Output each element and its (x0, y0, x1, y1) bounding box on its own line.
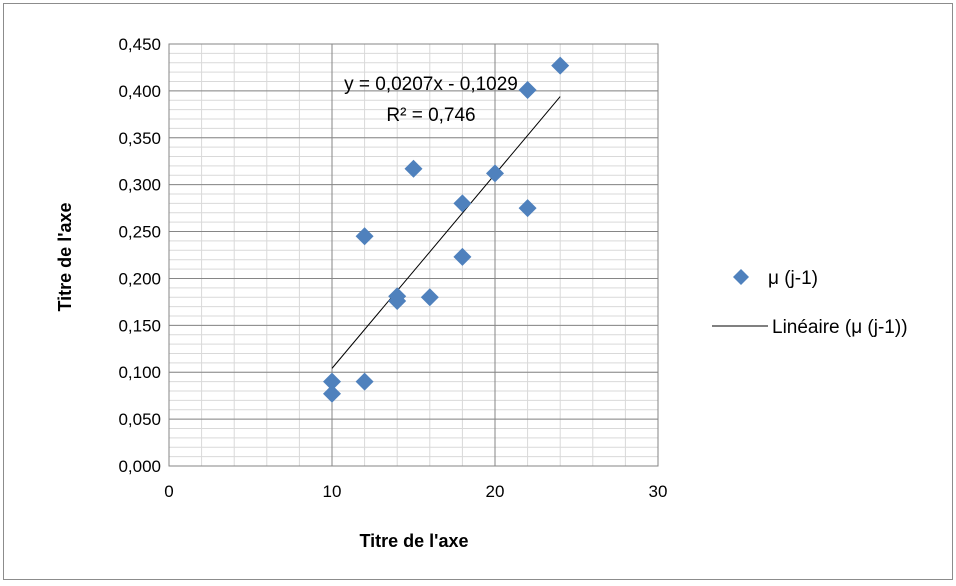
y-axis-title: Titre de l'axe (55, 202, 75, 311)
x-axis-tick-labels: 0 10 20 30 (164, 482, 667, 501)
y-tick-label: 0,300 (118, 176, 161, 195)
y-tick-label: 0,350 (118, 129, 161, 148)
trendline-equation: y = 0,0207x - 0,1029 (344, 74, 518, 95)
data-point (551, 56, 570, 75)
y-tick-label: 0,400 (118, 82, 161, 101)
y-tick-label: 0,100 (118, 363, 161, 382)
trendline-r-squared: R² = 0,746 (386, 105, 475, 126)
data-point (518, 80, 537, 99)
x-tick-label: 20 (486, 482, 505, 501)
y-tick-label: 0,450 (118, 35, 161, 54)
y-tick-label: 0,050 (118, 410, 161, 429)
legend-diamond-marker (733, 269, 749, 285)
data-point (355, 372, 374, 391)
linear-trendline (331, 96, 561, 369)
data-point (420, 288, 439, 307)
data-point (453, 194, 472, 213)
x-tick-label: 10 (323, 482, 342, 501)
data-point (388, 291, 407, 310)
y-axis-tick-labels: 0,000 0,050 0,100 0,150 0,200 0,250 0,300 0,350… (118, 35, 161, 476)
plot-area-border (168, 43, 659, 467)
y-tick-label: 0,150 (118, 316, 161, 335)
data-point (323, 372, 341, 391)
y-tick-label: 0,200 (118, 269, 161, 288)
data-point (453, 247, 472, 266)
legend-trendline-label: Linéaire (μ (j-1)) (772, 317, 908, 338)
legend-series-label: μ (j-1) (768, 268, 818, 289)
data-point (404, 159, 423, 178)
chart-area: 0,000 0,050 0,100 0,150 0,200 0,250 0,300 0,350… (3, 3, 953, 580)
data-point (486, 164, 504, 183)
x-tick-label: 30 (649, 482, 668, 501)
y-tick-label: 0,000 (118, 457, 161, 476)
y-tick-label: 0,250 (118, 223, 161, 242)
data-point (518, 199, 537, 218)
data-point (355, 227, 374, 246)
data-point (323, 384, 341, 403)
scatter-chart: 0,000 0,050 0,100 0,150 0,200 0,250 0,300 0,350… (55, 35, 908, 551)
data-points (323, 56, 570, 403)
x-tick-label: 0 (164, 482, 173, 501)
major-gridlines (168, 43, 659, 467)
legend: μ (j-1) Linéaire (μ (j-1)) (712, 268, 908, 338)
x-axis-title: Titre de l'axe (359, 531, 468, 551)
